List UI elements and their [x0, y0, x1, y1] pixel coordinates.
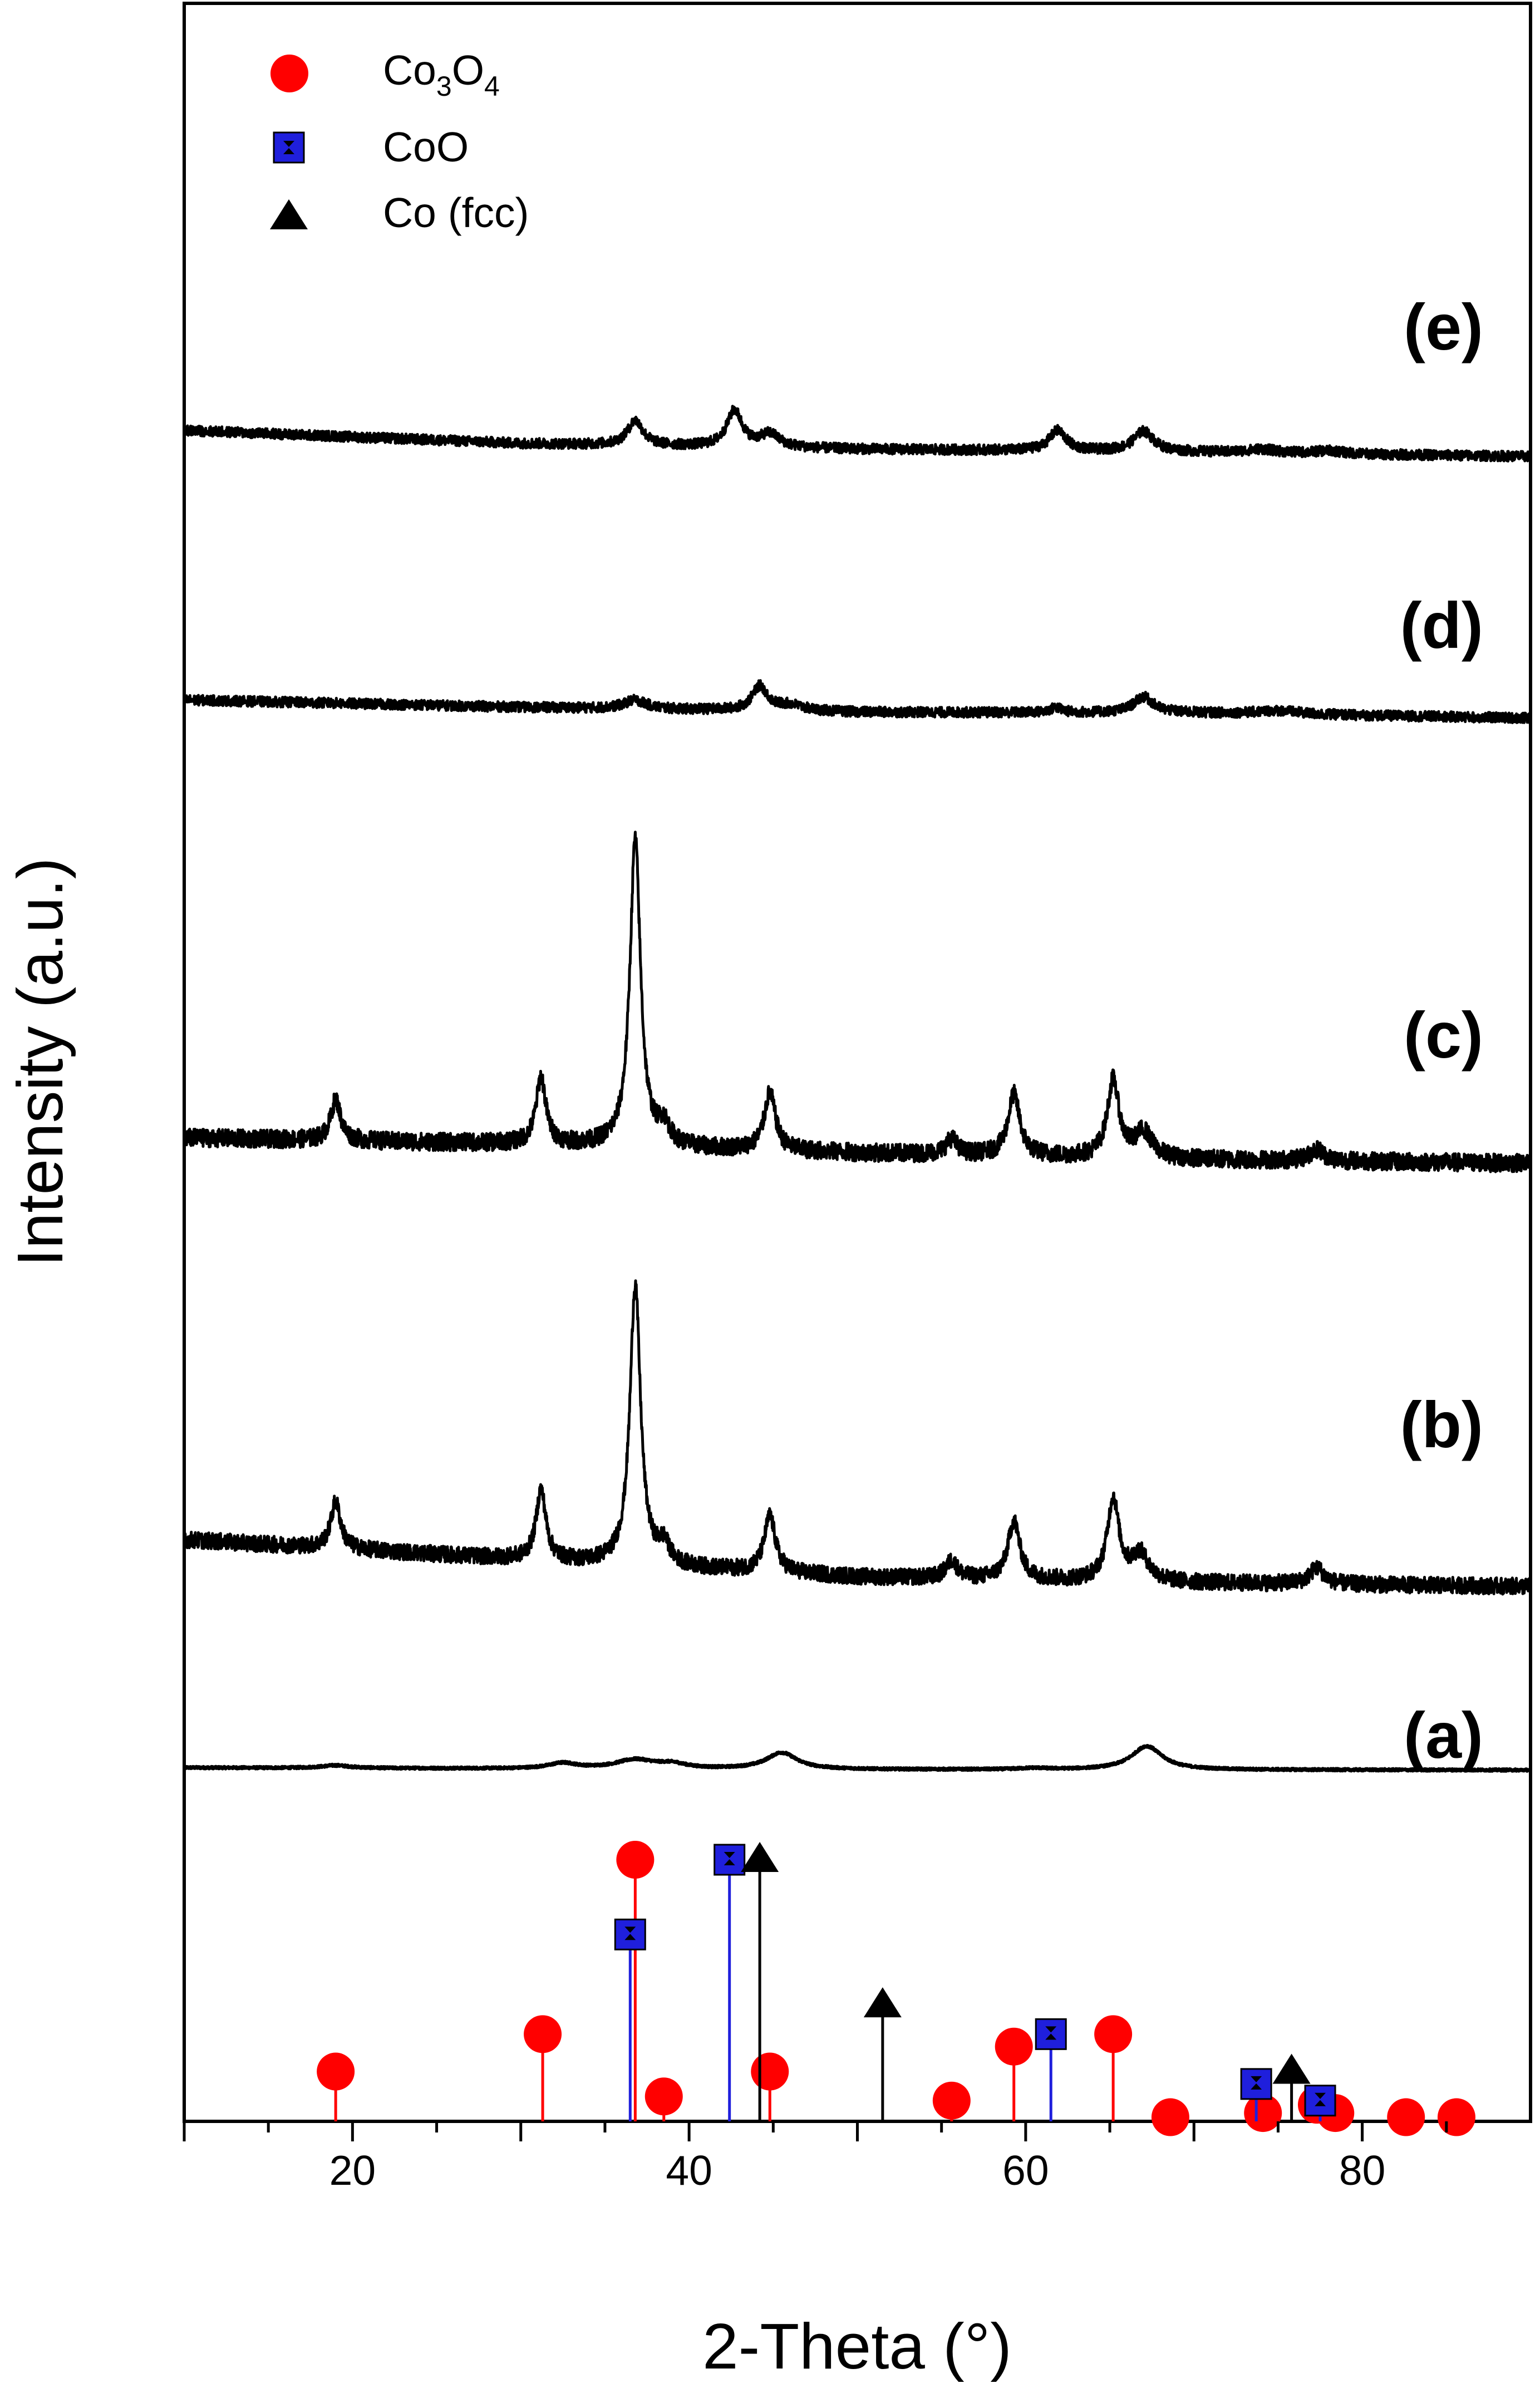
x-tick-label: 40	[666, 2147, 712, 2194]
co3o4-reference-peak	[644, 2077, 683, 2121]
xrd-trace-c	[183, 831, 1532, 1173]
panel-label-a: (a)	[1404, 1699, 1483, 1772]
panel-label-c: (c)	[1404, 999, 1483, 1072]
coo-reference-peak	[614, 1918, 646, 2121]
legend-label-co3o4: Co3O4	[383, 47, 500, 102]
xrd-trace-d	[183, 679, 1532, 725]
co3o4-reference-peak	[995, 2027, 1033, 2121]
panel-label-e: (e)	[1404, 291, 1483, 363]
co3o4-reference-peak	[1244, 2094, 1282, 2132]
co-fcc-reference-peak	[741, 1842, 779, 2121]
legend: Co3O4 CoO Co (fcc)	[270, 47, 529, 236]
co3o4-reference-peak	[932, 2081, 971, 2121]
xrd-trace-e	[183, 405, 1532, 463]
co3o4-reference-peak	[317, 2052, 355, 2121]
x-axis-ticks: 20 40 60 80	[183, 2121, 1448, 2194]
x-tick-label: 60	[1002, 2147, 1049, 2194]
legend-marker-co3o4	[270, 55, 308, 92]
co3o4-reference-peak	[1437, 2098, 1475, 2136]
plot-frame	[183, 2, 1532, 2123]
xrd-trace-b	[183, 1279, 1532, 1596]
legend-label-coo: CoO	[383, 124, 469, 170]
y-axis-label: Intensity (a.u.)	[4, 858, 76, 1267]
x-tick-label: 80	[1339, 2147, 1385, 2194]
legend-marker-coo	[273, 131, 305, 164]
coo-reference-peak	[1304, 2085, 1336, 2121]
coo-reference-peak	[1240, 2068, 1272, 2121]
legend-marker-co	[270, 199, 308, 229]
xrd-traces	[183, 405, 1532, 1773]
co-fcc-reference-peak	[1272, 2053, 1311, 2121]
co3o4-reference-peak	[1151, 2098, 1189, 2136]
x-tick-label: 20	[329, 2147, 376, 2194]
reference-sticks	[317, 1841, 1475, 2136]
co3o4-reference-peak	[1387, 2098, 1425, 2136]
x-axis-label: 2-Theta (°)	[702, 2310, 1012, 2382]
panel-label-b: (b)	[1400, 1388, 1483, 1461]
coo-reference-peak	[714, 1844, 746, 2121]
co3o4-reference-peak	[524, 2015, 562, 2121]
legend-label-co: Co (fcc)	[383, 189, 529, 236]
panel-label-d: (d)	[1400, 589, 1483, 662]
co-fcc-reference-peak	[863, 1987, 902, 2121]
co3o4-reference-peak	[1094, 2015, 1133, 2121]
xrd-trace-a	[183, 1744, 1532, 1773]
co3o4-reference-peak	[751, 2052, 789, 2121]
coo-reference-peak	[1035, 2018, 1067, 2121]
co3o4-reference-peak	[616, 1841, 655, 2121]
